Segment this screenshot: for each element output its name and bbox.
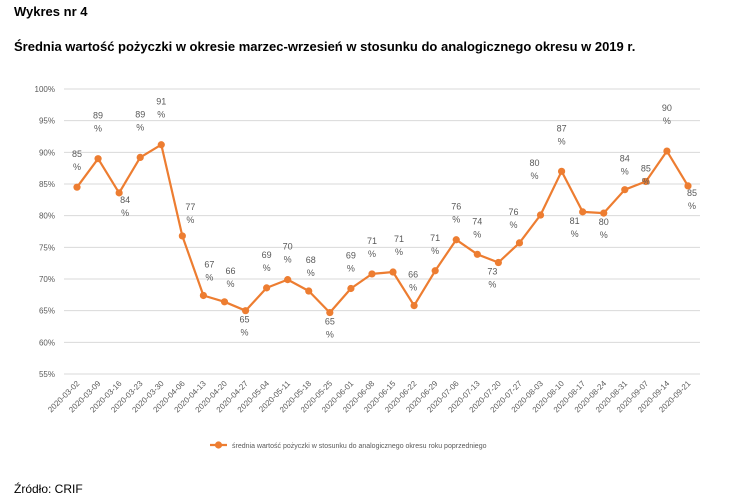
data-point (157, 141, 165, 149)
y-tick-label: 85% (39, 180, 55, 189)
figure-label: Wykres nr 4 (14, 4, 88, 19)
data-point (389, 268, 397, 276)
data-label: 91% (156, 97, 166, 120)
data-label: 76% (508, 207, 518, 230)
data-point (410, 302, 418, 310)
data-label: 65% (325, 317, 335, 340)
legend-label: średnia wartość pożyczki w stosunku do a… (232, 443, 487, 450)
legend-marker (214, 441, 223, 449)
chart-title: Średnia wartość pożyczki w okresie marze… (14, 39, 636, 54)
data-point (368, 270, 376, 278)
data-labels: 85 % 89 % 84 % 89 % 91 % 77 % 67 % 66 % 65 % 69 % 70% 68 % 65 % 6… (72, 97, 697, 340)
data-label: 80% (530, 158, 540, 181)
data-point (284, 276, 292, 284)
y-tick-label: 95% (39, 117, 55, 126)
data-point (73, 183, 81, 191)
data-point (115, 189, 123, 197)
y-tick-label: 90% (39, 148, 55, 157)
data-label: 71% (394, 234, 404, 257)
data-label: 76% (451, 202, 461, 225)
data-label: 70% (283, 242, 293, 265)
gridlines (64, 88, 700, 375)
data-label: 87% (557, 123, 567, 146)
data-point (557, 167, 566, 175)
data-point (326, 308, 334, 317)
data-point (642, 177, 650, 186)
data-point (494, 258, 502, 267)
data-label: 84% (120, 195, 130, 218)
data-label: 84% (620, 154, 630, 177)
data-point (431, 267, 439, 275)
data-label: 65% (240, 315, 250, 338)
data-label: 80% (599, 217, 609, 240)
data-point (684, 182, 692, 190)
y-tick-label: 65% (39, 307, 55, 316)
data-point (600, 209, 608, 217)
data-label: 85% (641, 163, 651, 186)
data-point (263, 284, 271, 292)
data-label: 85% (687, 188, 697, 211)
data-label: 67% (204, 259, 214, 282)
data-point (621, 186, 629, 194)
y-tick-label: 55% (39, 370, 55, 379)
y-tick-label: 100% (35, 85, 55, 94)
y-tick-label: 60% (39, 338, 55, 347)
data-point (515, 239, 524, 247)
data-point (347, 284, 355, 293)
data-label: 90% (662, 103, 672, 126)
data-label: 73% (487, 267, 497, 290)
data-label: 74% (472, 216, 482, 239)
y-tick-label: 80% (39, 212, 55, 221)
data-label: 89% (135, 109, 145, 132)
source-note: Źródło: CRIF (14, 482, 83, 496)
legend: średnia wartość pożyczki w stosunku do a… (210, 441, 487, 450)
series-polyline (76, 143, 689, 314)
data-point (473, 250, 481, 258)
data-label: 66% (408, 270, 418, 293)
data-label: 66% (225, 266, 235, 289)
data-label: 81% (570, 216, 580, 239)
y-axis-ticks: 55% 60% 65% 70% 75% 80% 85% 90% 95% 100% (35, 85, 55, 379)
data-point (241, 307, 250, 315)
data-label: 89% (93, 111, 103, 134)
data-label: 69% (262, 250, 272, 273)
data-point (452, 236, 460, 244)
data-point (199, 291, 208, 300)
data-point (136, 153, 144, 161)
series-line (73, 141, 692, 317)
data-point (305, 287, 313, 295)
data-point (536, 211, 545, 219)
data-label: 69% (346, 251, 356, 274)
x-axis-ticks: 2020-03-022020-03-092020-03-162020-03-23… (46, 379, 693, 415)
data-point (220, 298, 229, 306)
data-label: 85% (72, 149, 82, 172)
data-label: 77% (185, 202, 195, 225)
data-point (663, 147, 671, 155)
data-point (579, 208, 587, 216)
y-tick-label: 70% (39, 275, 55, 284)
y-tick-label: 75% (39, 243, 55, 252)
data-label: 71% (367, 236, 377, 259)
data-point (178, 232, 186, 240)
data-label: 71% (430, 233, 440, 256)
data-label: 68% (306, 255, 316, 278)
data-point (94, 155, 102, 163)
